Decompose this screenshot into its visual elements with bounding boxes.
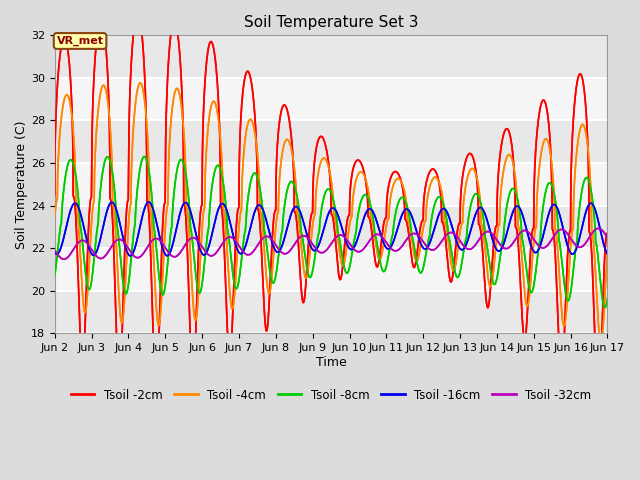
- Tsoil -16cm: [593, 213, 601, 218]
- Bar: [55, 36, 607, 78]
- Tsoil -2cm: [287, 129, 294, 135]
- Line: Tsoil -8cm: Tsoil -8cm: [55, 156, 607, 308]
- Text: VR_met: VR_met: [56, 36, 104, 46]
- X-axis label: Time: Time: [316, 356, 346, 369]
- Tsoil -2cm: [593, 385, 600, 391]
- Tsoil -16cm: [534, 249, 541, 254]
- Bar: [55, 248, 607, 291]
- Line: Tsoil -4cm: Tsoil -4cm: [55, 83, 607, 342]
- Tsoil -2cm: [604, 230, 611, 236]
- Tsoil -4cm: [114, 271, 122, 277]
- Tsoil -16cm: [51, 250, 59, 256]
- Line: Tsoil -2cm: Tsoil -2cm: [55, 13, 607, 402]
- Tsoil -2cm: [263, 327, 271, 333]
- Tsoil -32cm: [533, 241, 541, 247]
- Tsoil -8cm: [263, 244, 271, 250]
- Tsoil -4cm: [136, 80, 144, 86]
- Tsoil -32cm: [60, 256, 68, 262]
- Tsoil -8cm: [51, 272, 59, 278]
- Tsoil -16cm: [263, 220, 271, 226]
- Bar: [55, 205, 607, 248]
- Line: Tsoil -16cm: Tsoil -16cm: [55, 202, 607, 256]
- Tsoil -32cm: [147, 240, 155, 245]
- Tsoil -8cm: [147, 182, 155, 188]
- Tsoil -32cm: [263, 233, 271, 239]
- Tsoil -2cm: [51, 192, 59, 198]
- Tsoil -2cm: [595, 399, 602, 405]
- Tsoil -16cm: [114, 212, 122, 217]
- Legend: Tsoil -2cm, Tsoil -4cm, Tsoil -8cm, Tsoil -16cm, Tsoil -32cm: Tsoil -2cm, Tsoil -4cm, Tsoil -8cm, Tsoi…: [66, 384, 596, 406]
- Tsoil -2cm: [114, 367, 122, 372]
- Tsoil -8cm: [287, 179, 294, 184]
- Tsoil -8cm: [533, 256, 541, 262]
- Tsoil -4cm: [604, 249, 611, 254]
- Tsoil -4cm: [51, 215, 59, 220]
- Tsoil -4cm: [593, 293, 600, 299]
- Tsoil -8cm: [114, 228, 122, 233]
- Tsoil -16cm: [604, 251, 611, 257]
- Bar: [55, 78, 607, 120]
- Tsoil -16cm: [145, 199, 152, 205]
- Tsoil -2cm: [147, 254, 155, 260]
- Title: Soil Temperature Set 3: Soil Temperature Set 3: [244, 15, 419, 30]
- Tsoil -16cm: [147, 201, 155, 207]
- Bar: [55, 120, 607, 163]
- Tsoil -32cm: [51, 247, 59, 253]
- Bar: [55, 291, 607, 333]
- Tsoil -2cm: [134, 11, 141, 16]
- Tsoil -4cm: [597, 339, 605, 345]
- Tsoil -32cm: [287, 247, 294, 252]
- Bar: [55, 163, 607, 205]
- Tsoil -8cm: [601, 305, 609, 311]
- Tsoil -32cm: [593, 226, 600, 232]
- Tsoil -4cm: [533, 191, 541, 197]
- Tsoil -4cm: [147, 208, 155, 214]
- Tsoil -32cm: [604, 235, 611, 240]
- Tsoil -2cm: [533, 128, 541, 133]
- Tsoil -8cm: [593, 244, 600, 250]
- Tsoil -8cm: [140, 154, 148, 159]
- Tsoil -8cm: [604, 296, 611, 301]
- Y-axis label: Soil Temperature (C): Soil Temperature (C): [15, 120, 28, 249]
- Line: Tsoil -32cm: Tsoil -32cm: [55, 228, 607, 259]
- Tsoil -4cm: [263, 279, 271, 285]
- Tsoil -16cm: [287, 212, 295, 217]
- Tsoil -16cm: [127, 253, 134, 259]
- Tsoil -32cm: [595, 226, 602, 231]
- Tsoil -32cm: [114, 237, 122, 242]
- Tsoil -4cm: [287, 144, 294, 150]
